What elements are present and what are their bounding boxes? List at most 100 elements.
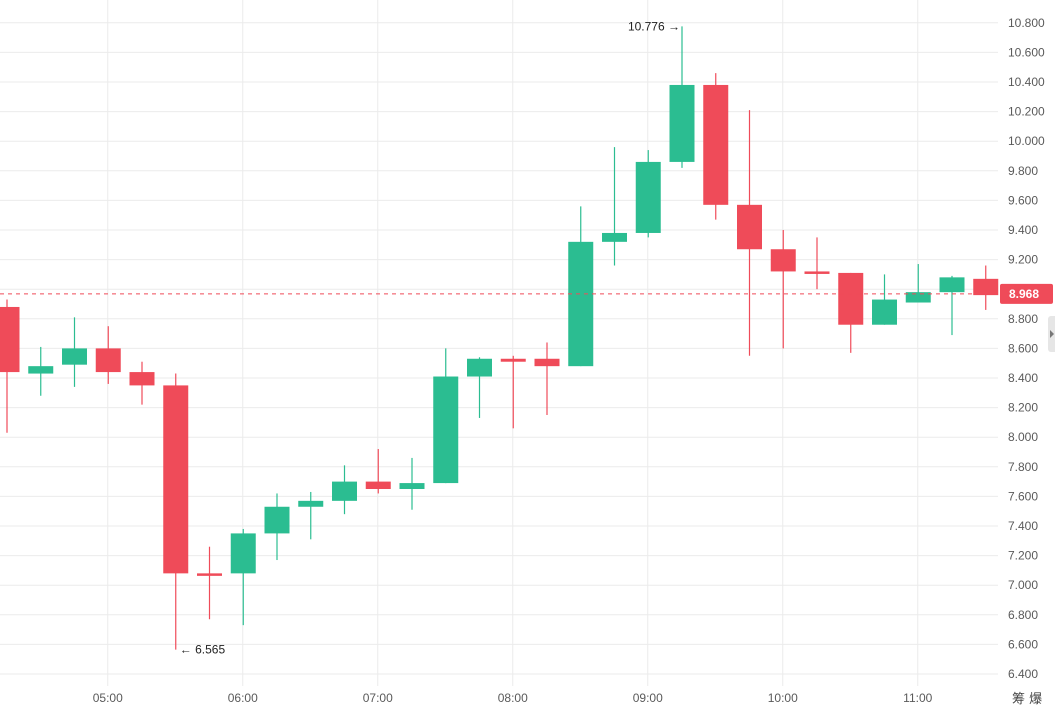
candle-body bbox=[534, 358, 560, 367]
y-tick-label: 8.000 bbox=[1008, 430, 1038, 444]
high-annotation: 10.776 → bbox=[628, 19, 680, 33]
candle-body bbox=[973, 278, 999, 296]
y-tick-label: 6.800 bbox=[1008, 608, 1038, 622]
candle bbox=[939, 275, 965, 336]
y-tick-label: 10.800 bbox=[1008, 16, 1045, 30]
y-tick-label: 7.600 bbox=[1008, 489, 1038, 503]
candle-body bbox=[905, 292, 931, 303]
candle bbox=[28, 346, 54, 396]
candle bbox=[298, 491, 324, 540]
candle bbox=[838, 272, 864, 353]
candle-body bbox=[298, 500, 324, 507]
candle bbox=[703, 73, 729, 220]
candle bbox=[332, 465, 357, 515]
candle bbox=[433, 348, 459, 484]
candle-body bbox=[669, 84, 695, 162]
y-tick-label: 8.400 bbox=[1008, 371, 1038, 385]
candle bbox=[534, 342, 560, 415]
candle-body bbox=[365, 481, 391, 489]
grid-lines bbox=[0, 0, 998, 686]
candle-body bbox=[163, 385, 189, 574]
candle-body bbox=[872, 299, 897, 325]
candle-body bbox=[62, 348, 87, 365]
candle bbox=[973, 265, 999, 310]
x-tick-label: 08:00 bbox=[498, 691, 528, 705]
candle-body bbox=[500, 358, 526, 362]
candle bbox=[163, 373, 189, 650]
y-tick-label: 10.000 bbox=[1008, 134, 1045, 148]
y-tick-label: 7.800 bbox=[1008, 460, 1038, 474]
current-price-tag-bg bbox=[1000, 283, 1053, 304]
y-tick-label: 10.600 bbox=[1008, 45, 1045, 59]
candle bbox=[129, 361, 155, 405]
current-price-label: 8.968 bbox=[1009, 287, 1039, 301]
candle-body bbox=[129, 372, 155, 386]
candle-body bbox=[399, 483, 425, 489]
candle bbox=[635, 150, 661, 238]
y-tick-label: 8.600 bbox=[1008, 341, 1038, 355]
y-tick-label: 9.200 bbox=[1008, 253, 1038, 267]
candle bbox=[264, 493, 290, 561]
y-tick-label: 10.400 bbox=[1008, 75, 1045, 89]
y-tick-label: 7.200 bbox=[1008, 549, 1038, 563]
candle-body bbox=[264, 506, 290, 534]
candle-body bbox=[467, 358, 492, 377]
current-price-tag: 8.968 bbox=[1000, 283, 1053, 304]
candle bbox=[62, 317, 87, 387]
candle bbox=[197, 546, 222, 620]
candle-body bbox=[770, 249, 796, 272]
candle bbox=[770, 230, 796, 349]
candle-body bbox=[197, 573, 222, 576]
candle-body bbox=[703, 84, 729, 205]
candle-body bbox=[95, 348, 121, 373]
candle-body bbox=[635, 161, 661, 233]
candle bbox=[365, 449, 391, 494]
candle bbox=[0, 299, 20, 433]
candle-body bbox=[838, 272, 864, 325]
candle bbox=[500, 355, 526, 429]
low-annotation: ← 6.565 bbox=[180, 643, 226, 657]
x-tick-label: 05:00 bbox=[93, 691, 123, 705]
y-tick-label: 8.200 bbox=[1008, 401, 1038, 415]
y-tick-label: 6.400 bbox=[1008, 667, 1038, 681]
candle bbox=[230, 528, 256, 626]
y-tick-label: 9.600 bbox=[1008, 193, 1038, 207]
y-tick-label: 6.600 bbox=[1008, 637, 1038, 651]
candle bbox=[804, 237, 830, 290]
candle bbox=[95, 326, 121, 384]
candle bbox=[737, 110, 762, 356]
y-axis: 10.800 10.600 10.400 10.200 10.000 9.800 9.600… bbox=[1008, 16, 1045, 681]
candle-body bbox=[0, 306, 20, 373]
x-tick-label: 07:00 bbox=[363, 691, 393, 705]
x-tick-label: 06:00 bbox=[228, 691, 258, 705]
candle-body bbox=[433, 376, 459, 484]
candle-body bbox=[804, 271, 830, 274]
candle-body bbox=[28, 366, 54, 374]
candle bbox=[399, 457, 425, 510]
candle bbox=[568, 206, 594, 367]
corner-label: 筹 爆 bbox=[1012, 691, 1042, 707]
candle-body bbox=[332, 481, 357, 501]
y-tick-label: 7.000 bbox=[1008, 578, 1038, 592]
candle-body bbox=[568, 241, 594, 367]
candle-body bbox=[939, 277, 965, 293]
y-tick-label: 10.200 bbox=[1008, 105, 1045, 119]
scroll-right-handle[interactable] bbox=[1048, 316, 1055, 352]
y-tick-label: 9.800 bbox=[1008, 164, 1038, 178]
candle-body bbox=[602, 232, 627, 242]
y-tick-label: 9.400 bbox=[1008, 223, 1038, 237]
candle bbox=[602, 147, 627, 266]
y-tick-label: 8.800 bbox=[1008, 312, 1038, 326]
candle bbox=[872, 274, 897, 325]
x-tick-label: 11:00 bbox=[903, 691, 932, 705]
x-tick-label: 09:00 bbox=[633, 691, 663, 705]
candle bbox=[905, 264, 931, 303]
candle-body bbox=[230, 533, 256, 574]
candle-body bbox=[737, 204, 762, 250]
candles bbox=[0, 26, 999, 650]
x-tick-label: 10:00 bbox=[768, 691, 798, 705]
y-tick-label: 7.400 bbox=[1008, 519, 1038, 533]
candle bbox=[467, 357, 492, 418]
